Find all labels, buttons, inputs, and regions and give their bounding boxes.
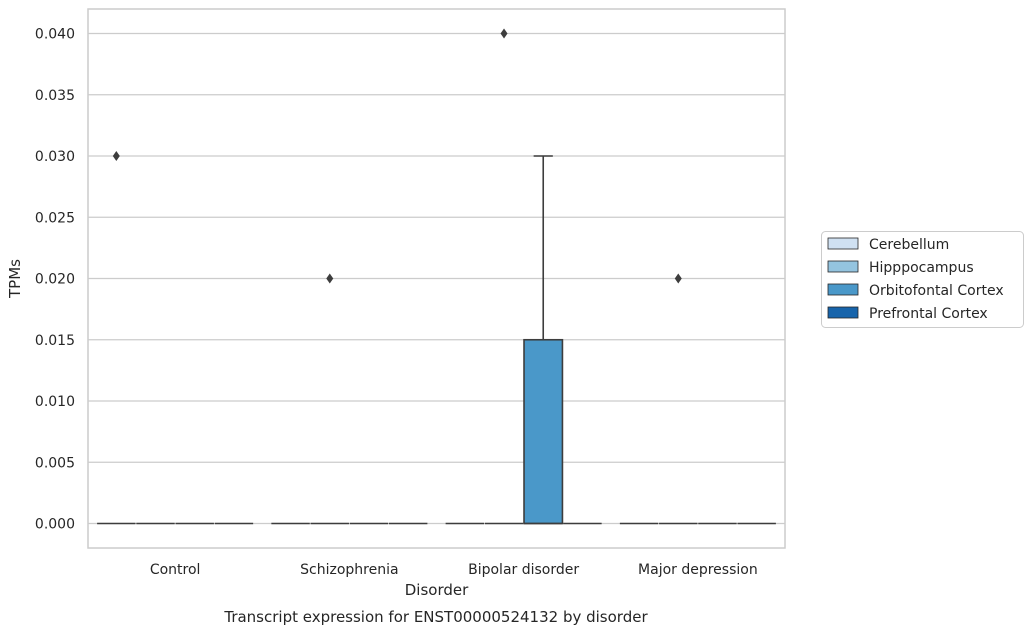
legend-label: Hipppocampus: [869, 260, 974, 276]
outlier-point: [500, 28, 508, 39]
legend-item: Hipppocampus: [827, 260, 974, 276]
y-ticks: 0.000 0.005 0.010 0.015 0.020 0.025 0.030 0.035…: [35, 27, 75, 533]
legend-item: Cerebellum: [827, 237, 949, 253]
box-0-0: [97, 151, 136, 525]
plot-frame: [87, 8, 786, 549]
y-tick-label: 0.010: [35, 394, 75, 410]
outlier-point: [112, 151, 120, 161]
box-3-1: [659, 273, 698, 525]
legend-label: Prefrontal Cortex: [869, 306, 988, 322]
x-tick-label: Schizophrenia: [300, 562, 398, 578]
y-tick-label: 0.020: [35, 272, 75, 288]
y-tick-label: 0.000: [35, 517, 75, 533]
y-axis-label: TPMs: [6, 259, 24, 299]
legend-label: Cerebellum: [869, 237, 949, 253]
grid: [88, 32, 785, 525]
legend-label: Orbitofontal Cortex: [869, 283, 1004, 299]
chart-title: Transcript expression for ENST0000052413…: [223, 608, 648, 626]
legend-swatch: [827, 237, 859, 250]
y-tick-label: 0.030: [35, 149, 75, 165]
legend-swatch: [827, 260, 859, 273]
y-tick-label: 0.025: [35, 210, 75, 226]
legend-item: Orbitofontal Cortex: [827, 283, 1004, 299]
x-ticks: Control Schizophrenia Bipolar disorder Majo…: [150, 562, 758, 578]
legend-swatch: [827, 306, 859, 319]
y-tick-label: 0.005: [35, 455, 75, 471]
box-body: [523, 338, 564, 525]
y-tick-label: 0.040: [35, 27, 75, 43]
outlier-point: [326, 273, 334, 284]
box-2-1: [484, 28, 524, 525]
outlier-point: [674, 273, 682, 284]
box-2-2: [523, 155, 564, 525]
legend-item: Prefrontal Cortex: [827, 306, 988, 322]
boxes: [97, 28, 776, 525]
legend-swatch: [827, 283, 859, 296]
x-tick-label: Major depression: [638, 562, 758, 578]
x-tick-label: Bipolar disorder: [468, 562, 579, 578]
x-axis-label: Disorder: [405, 581, 469, 599]
legend-box: [821, 231, 1024, 328]
legend: Cerebellum Hipppocampus Orbitofontal Corte…: [821, 231, 1024, 328]
x-tick-label: Control: [150, 562, 201, 578]
y-tick-label: 0.035: [35, 88, 75, 104]
box-1-1: [310, 273, 349, 525]
y-tick-label: 0.015: [35, 333, 75, 349]
